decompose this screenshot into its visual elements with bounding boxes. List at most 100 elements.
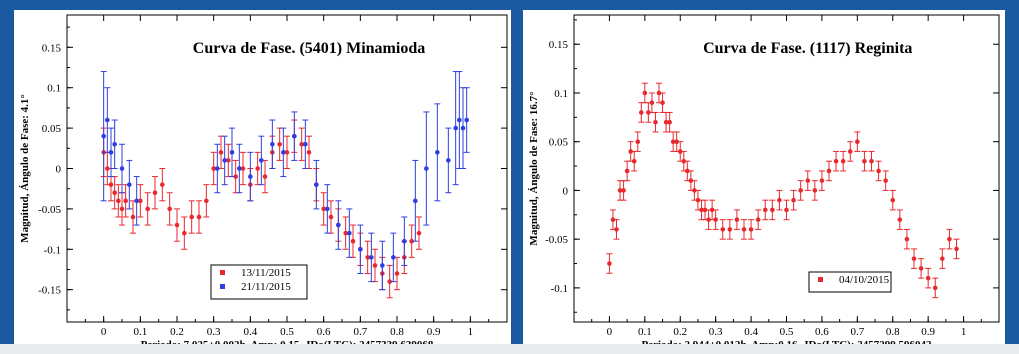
legend-box: [210, 264, 308, 300]
x-tick-label: 0.8: [390, 326, 404, 338]
data-point: [674, 139, 680, 144]
data-point: [255, 166, 260, 171]
data-point: [119, 206, 125, 212]
y-tick-label: 0.1: [47, 83, 61, 95]
data-point: [119, 166, 125, 171]
data-point: [372, 263, 378, 268]
data-point: [819, 178, 825, 183]
legend-label: 04/10/2015: [839, 274, 890, 286]
data-point: [284, 150, 290, 155]
data-point: [869, 158, 874, 164]
data-point: [105, 166, 110, 171]
data-point: [670, 139, 676, 144]
data-point: [699, 207, 704, 213]
data-point: [706, 217, 711, 222]
data-point: [713, 217, 718, 222]
x-tick-label: 0.1: [133, 326, 147, 338]
data-point: [347, 230, 352, 236]
data-point: [805, 178, 811, 183]
data-point: [904, 236, 910, 242]
data-point: [101, 133, 106, 139]
data-point: [105, 117, 110, 123]
x-tick-label: 0.8: [886, 326, 900, 338]
legend: 13/11/2015 21/11/2015: [210, 264, 308, 300]
x-tick-label: 0.2: [170, 326, 184, 338]
data-point: [108, 150, 114, 155]
data-point: [660, 100, 665, 106]
data-point: [649, 100, 655, 106]
y-tick-label: -0.1: [44, 244, 61, 256]
data-point: [932, 285, 938, 291]
data-point: [883, 178, 888, 183]
data-point: [303, 141, 308, 147]
data-point: [667, 119, 672, 125]
data-point: [369, 255, 374, 260]
x-tick-label: 0.3: [207, 326, 221, 338]
data-point: [940, 256, 945, 261]
x-tick-label: 1: [961, 326, 967, 338]
data-point: [237, 166, 242, 171]
data-point: [160, 182, 165, 187]
data-point: [409, 238, 414, 244]
data-point: [610, 217, 616, 222]
data-point: [862, 158, 867, 164]
data-point: [460, 125, 466, 131]
data-point: [954, 246, 959, 252]
data-point: [435, 150, 440, 155]
data-point: [847, 149, 853, 154]
data-point: [656, 90, 662, 96]
phase-curve-chart-minamioda: 0 0.1 0.2 0.3 0.4 0.5 0.6 0.7 0.8 0.9 1 0.15 0.1 0.05…: [19, 14, 508, 344]
data-point: [358, 246, 363, 252]
data-point: [226, 158, 231, 163]
data-point: [840, 158, 846, 164]
data-point: [350, 238, 356, 244]
data-point: [755, 217, 761, 222]
series-1: [100, 71, 470, 291]
x-tick-label: 0.6: [815, 326, 829, 338]
data-point: [262, 174, 268, 179]
legend-box: [808, 271, 892, 293]
data-point: [336, 222, 341, 228]
data-point: [855, 139, 860, 144]
data-point: [167, 206, 172, 212]
data-point: [784, 207, 789, 213]
x-tick-label: 0: [101, 326, 107, 338]
data-point: [720, 227, 726, 232]
data-point: [734, 217, 740, 222]
data-point: [646, 110, 651, 115]
y-tick-label: -0.15: [38, 285, 61, 297]
data-point: [314, 182, 319, 187]
x-tick-label: 0.4: [243, 326, 257, 338]
chart-title: Curva de Fase. (5401) Minamioda: [193, 40, 425, 57]
bottom-band: [0, 344, 1019, 354]
chart-panel-minamioda: 0 0.1 0.2 0.3 0.4 0.5 0.6 0.7 0.8 0.9 1 0.15 0.1 0.05…: [14, 10, 511, 344]
x-tick-label: 0.2: [673, 326, 687, 338]
data-point: [688, 178, 694, 183]
chart-panel-reginita: 0 0.1 0.2 0.3 0.4 0.5 0.6 0.7 0.8 0.9 1 0.15 0.1 0.05…: [523, 10, 1005, 344]
legend-marker: [220, 284, 225, 289]
data-point: [416, 230, 422, 236]
data-point: [642, 90, 648, 96]
data-point: [394, 271, 400, 276]
plot-frame: [573, 14, 1000, 323]
data-point: [635, 139, 641, 144]
x-tick-label: 0.7: [353, 326, 367, 338]
data-point: [624, 168, 630, 174]
y-tick-label: 0: [56, 164, 62, 176]
data-point: [127, 182, 132, 187]
x-tick-label: 0.3: [709, 326, 723, 338]
data-point: [897, 217, 903, 222]
y-tick-label: 0.05: [42, 123, 62, 135]
data-point: [702, 207, 708, 213]
data-point: [446, 158, 451, 163]
legend: 04/10/2015: [808, 271, 892, 293]
data-point: [138, 198, 143, 204]
x-tick-label: 0.1: [638, 326, 652, 338]
y-tick-label: 0.15: [42, 42, 62, 54]
x-tick-label: 0.9: [427, 326, 441, 338]
data-point: [631, 158, 637, 164]
y-tick-label: 0.05: [549, 137, 569, 149]
y-tick-label: -0.1: [551, 283, 568, 295]
data-point: [457, 117, 462, 123]
data-point: [321, 206, 326, 212]
